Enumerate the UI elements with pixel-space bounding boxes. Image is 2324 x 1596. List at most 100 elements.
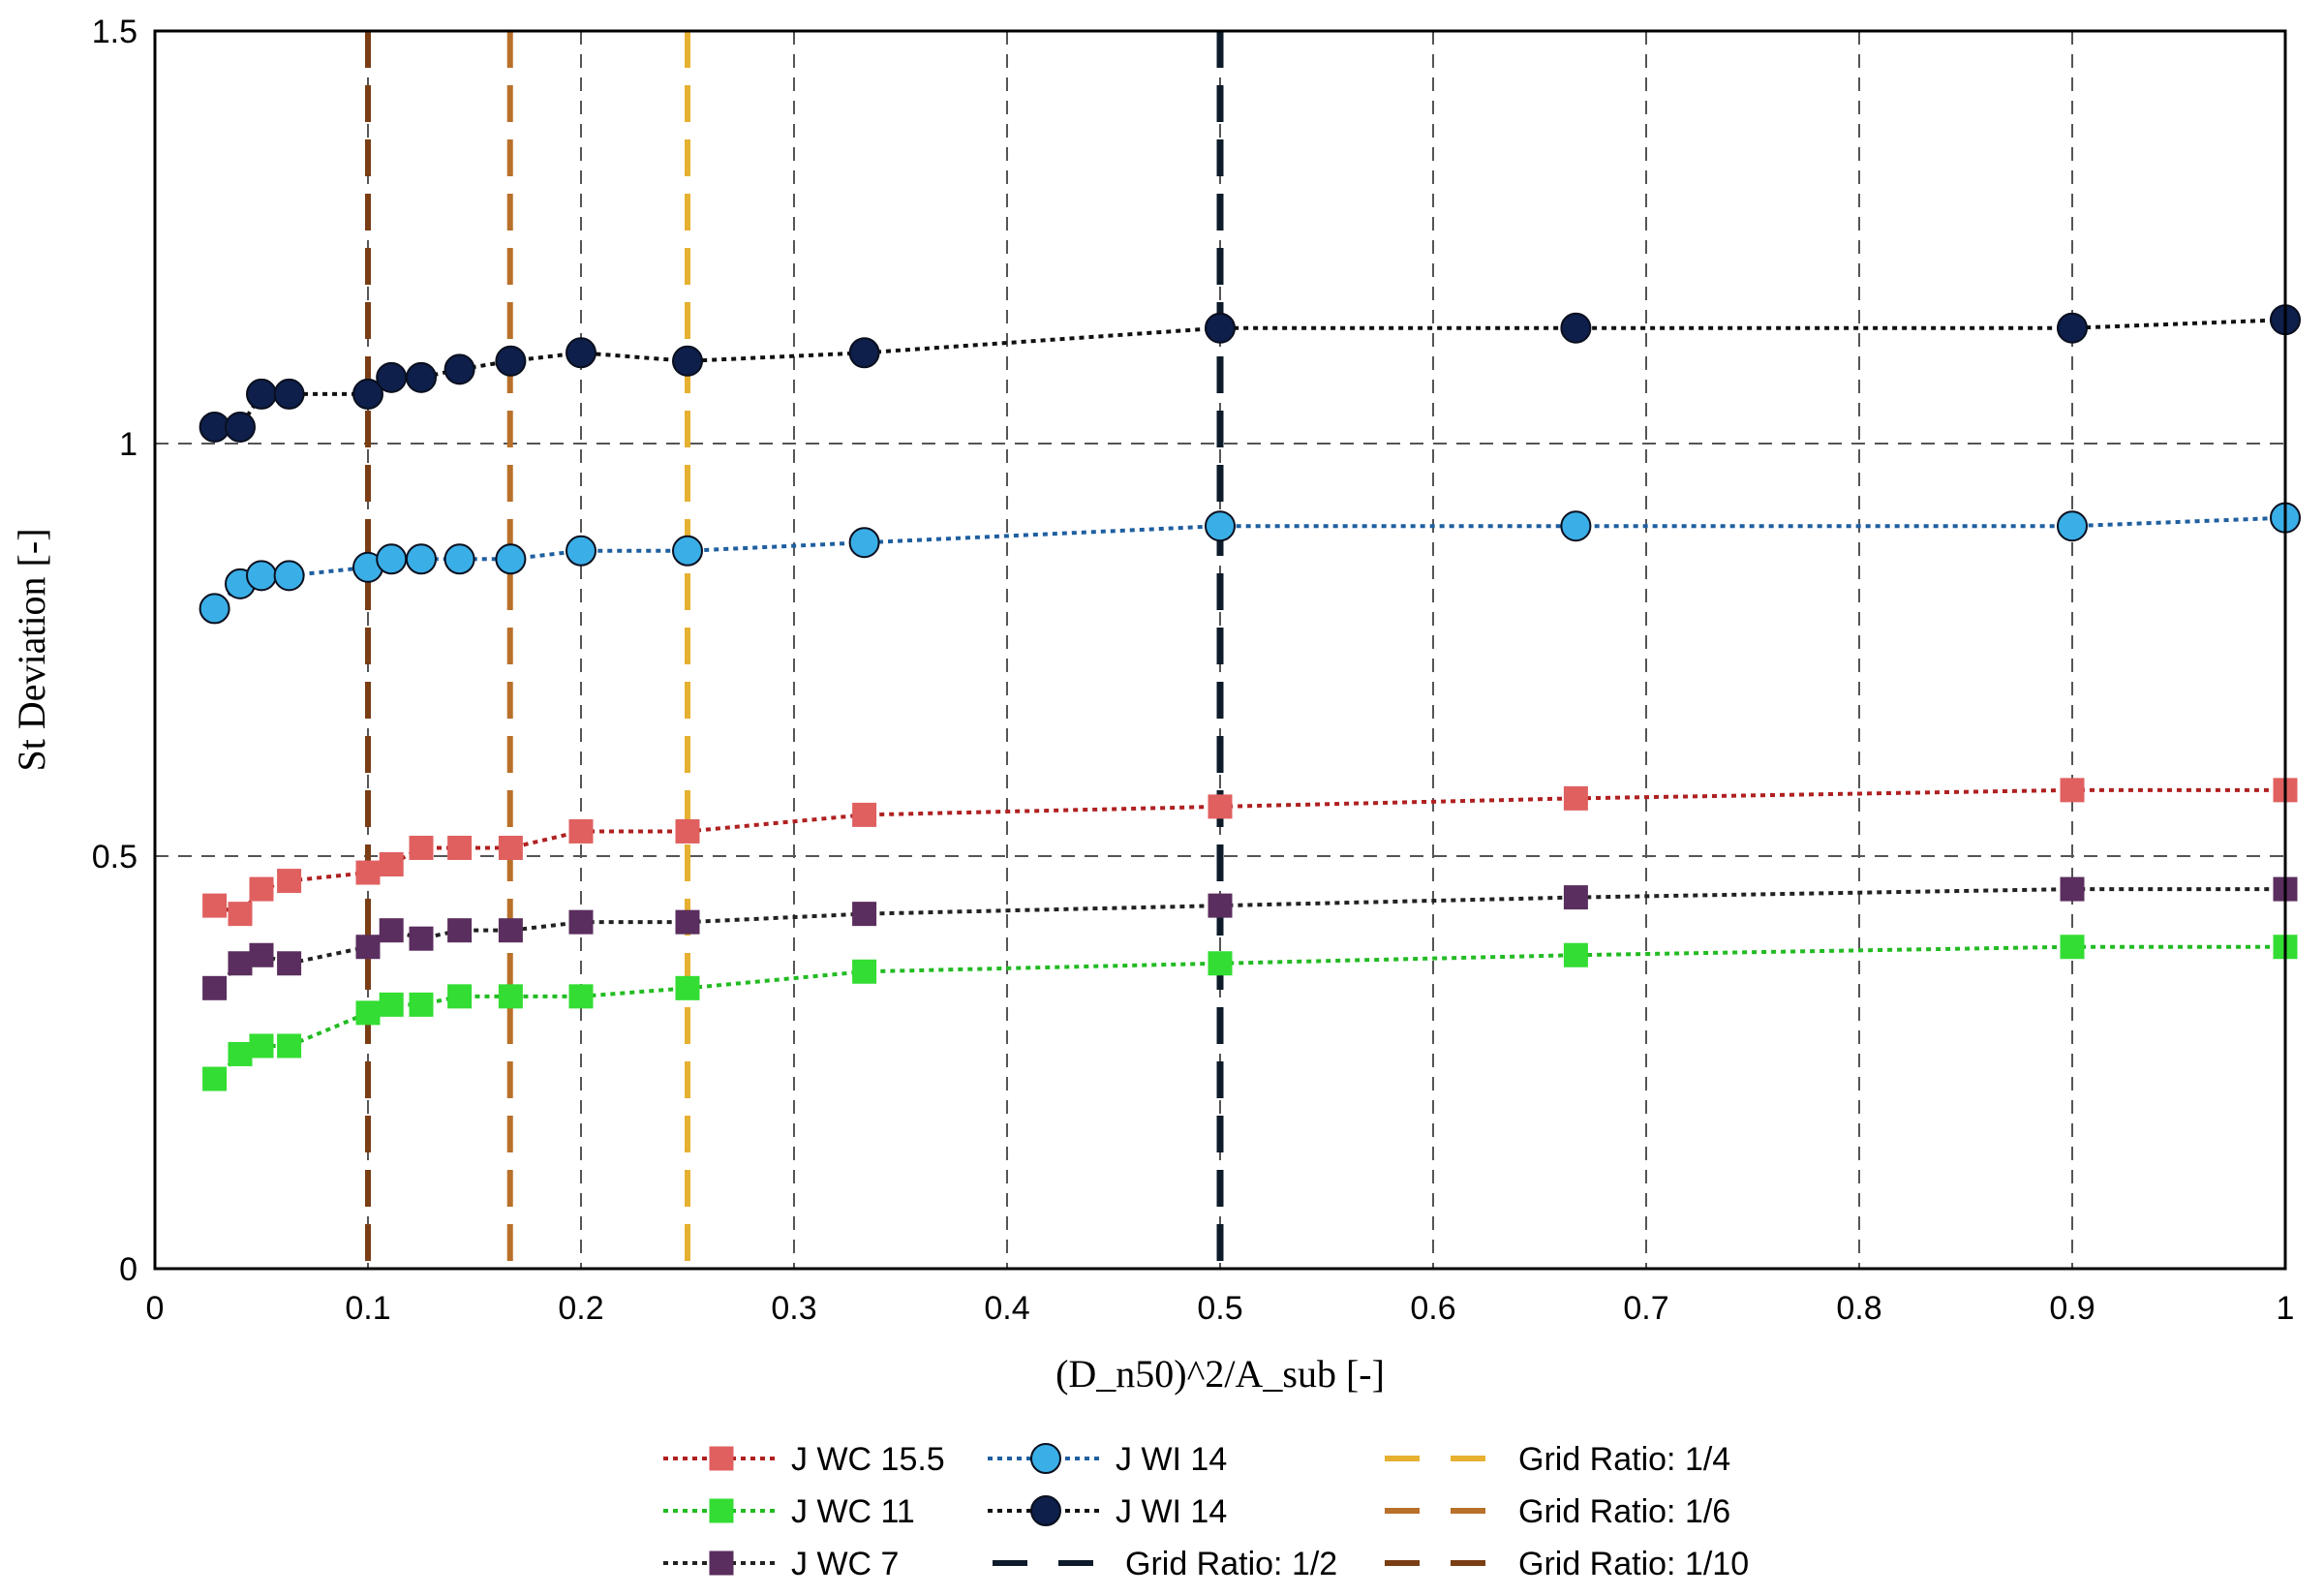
data-point bbox=[202, 893, 228, 918]
data-point bbox=[498, 918, 523, 943]
grid-ratio-lines bbox=[365, 31, 1224, 1269]
data-point bbox=[1563, 885, 1588, 910]
x-tick-label: 0 bbox=[146, 1290, 165, 1327]
data-point bbox=[199, 593, 230, 625]
series-line bbox=[214, 318, 2286, 429]
data-point bbox=[1205, 312, 1236, 344]
series bbox=[202, 778, 2298, 927]
x-axis-label: (D_n50)^2/A_sub [-] bbox=[1055, 1352, 1385, 1396]
data-point bbox=[379, 992, 404, 1017]
x-tick-label: 1 bbox=[2277, 1290, 2295, 1327]
legend-label: Grid Ratio: 1/6 bbox=[1518, 1493, 1730, 1530]
data-point bbox=[672, 345, 703, 377]
legend-label: Grid Ratio: 1/10 bbox=[1518, 1546, 1749, 1582]
data-point bbox=[675, 909, 700, 935]
data-point bbox=[443, 543, 475, 575]
legend-label: J WI 14 bbox=[1116, 1493, 1227, 1530]
data-point bbox=[376, 361, 408, 393]
legend-label: J WC 11 bbox=[791, 1493, 915, 1530]
data-point bbox=[2060, 935, 2085, 960]
data-point bbox=[352, 378, 383, 410]
series bbox=[199, 304, 2301, 443]
series bbox=[202, 876, 2298, 1000]
y-axis-label: St Deviation [-] bbox=[10, 528, 53, 771]
legend: J WC 15.5 J WC 11 J WC 7 J WI 14 J WI 14 Grid… bbox=[663, 1441, 1749, 1582]
data-point bbox=[443, 353, 475, 385]
data-point bbox=[379, 918, 404, 943]
data-point bbox=[568, 909, 594, 935]
data-point bbox=[495, 345, 527, 377]
legend-label: J WI 14 bbox=[1116, 1441, 1227, 1478]
y-tick-label: 0.5 bbox=[92, 839, 138, 875]
legend-item: J WI 14 bbox=[988, 1441, 1227, 1478]
data-point bbox=[273, 378, 305, 410]
legend-item: Grid Ratio: 1/6 bbox=[1385, 1493, 1730, 1530]
data-point bbox=[447, 835, 473, 860]
y-tick-label: 0 bbox=[119, 1251, 138, 1288]
data-point bbox=[568, 984, 594, 1009]
legend-item: Grid Ratio: 1/10 bbox=[1385, 1546, 1749, 1582]
legend-item: J WC 11 bbox=[663, 1493, 915, 1530]
data-point bbox=[852, 959, 877, 984]
data-point bbox=[2057, 510, 2088, 542]
data-point bbox=[355, 1000, 381, 1026]
x-tick-label: 0.6 bbox=[1410, 1290, 1455, 1327]
plot-frame bbox=[153, 29, 2287, 1271]
data-point bbox=[495, 543, 527, 575]
data-point bbox=[1560, 312, 1592, 344]
series-line bbox=[213, 787, 2285, 916]
data-point bbox=[406, 361, 437, 393]
data-point bbox=[2060, 876, 2085, 902]
legend-item: Grid Ratio: 1/2 bbox=[993, 1546, 1337, 1582]
data-point bbox=[498, 984, 523, 1009]
data-point bbox=[406, 543, 437, 575]
data-point bbox=[1563, 942, 1588, 967]
data-point bbox=[228, 902, 253, 927]
data-point bbox=[568, 818, 594, 844]
data-point bbox=[566, 337, 596, 369]
data-point bbox=[1560, 510, 1592, 542]
legend-item: J WC 7 bbox=[663, 1546, 899, 1582]
legend-label: J WC 7 bbox=[791, 1546, 899, 1582]
data-point bbox=[249, 1033, 274, 1059]
data-point bbox=[1563, 785, 1588, 811]
data-point bbox=[355, 935, 381, 960]
data-point bbox=[675, 975, 700, 1000]
data-point bbox=[1030, 1443, 1061, 1474]
data-point bbox=[1208, 893, 1233, 918]
data-series bbox=[199, 304, 2301, 1091]
data-point bbox=[228, 951, 253, 976]
data-point bbox=[277, 951, 302, 976]
data-point bbox=[273, 560, 305, 592]
series-line bbox=[213, 944, 2285, 1081]
data-point bbox=[2060, 778, 2085, 803]
y-tick-label: 1.5 bbox=[92, 14, 138, 50]
data-point bbox=[249, 876, 274, 902]
data-point bbox=[277, 869, 302, 894]
data-point bbox=[1208, 794, 1233, 819]
data-point bbox=[202, 975, 228, 1000]
legend-label: J WC 15.5 bbox=[791, 1441, 945, 1478]
data-point bbox=[566, 535, 596, 567]
series-line bbox=[213, 887, 2285, 990]
x-tick-label: 0.1 bbox=[345, 1290, 390, 1327]
data-point bbox=[852, 902, 877, 927]
legend-label: Grid Ratio: 1/4 bbox=[1518, 1441, 1730, 1478]
data-point bbox=[1208, 951, 1233, 976]
data-point bbox=[277, 1033, 302, 1059]
x-tick-label: 0.8 bbox=[1836, 1290, 1881, 1327]
x-tick-label: 0.5 bbox=[1197, 1290, 1242, 1327]
legend-label: Grid Ratio: 1/2 bbox=[1125, 1546, 1337, 1582]
series bbox=[202, 935, 2298, 1091]
data-point bbox=[709, 1498, 734, 1523]
data-point bbox=[249, 942, 274, 967]
data-point bbox=[409, 992, 434, 1017]
legend-item: J WI 14 bbox=[988, 1493, 1227, 1530]
data-point bbox=[709, 1550, 734, 1576]
data-point bbox=[447, 918, 473, 943]
x-tick-label: 0.9 bbox=[2049, 1290, 2095, 1327]
data-point bbox=[848, 337, 880, 369]
axis-ticks: 0 0.1 0.2 0.3 0.4 0.5 0.6 0.7 0.8 0.9 1 0 0.5 1 1.5 bbox=[92, 14, 2295, 1327]
data-point bbox=[228, 1041, 253, 1066]
